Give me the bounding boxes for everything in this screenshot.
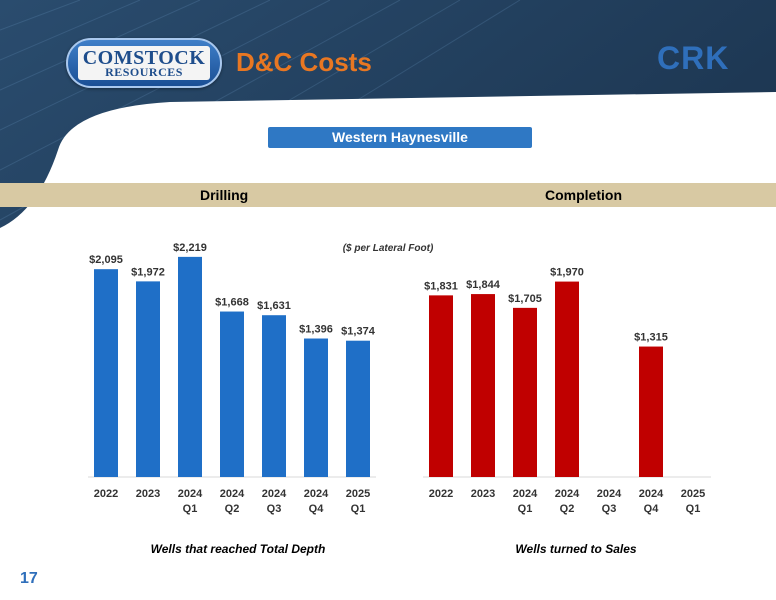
completion-tick-label: Q1: [518, 503, 533, 515]
completion-data-label: $1,831: [424, 280, 458, 292]
drilling-bar: [262, 315, 286, 477]
completion-axis-title: Wells turned to Sales: [515, 542, 636, 556]
completion-tick-label: 2024: [639, 488, 664, 500]
drilling-data-label: $2,095: [89, 254, 123, 266]
completion-tick-label: 2024: [513, 488, 538, 500]
logo-text-top: COMSTOCK: [82, 47, 206, 69]
drilling-data-label: $1,631: [257, 300, 291, 312]
completion-data-label: $1,315: [634, 332, 668, 344]
drilling-tick-label: 2025: [346, 488, 370, 500]
drilling-tick-label: Q1: [183, 503, 198, 515]
units-annotation: ($ per Lateral Foot): [343, 243, 434, 254]
region-banner: Western Haynesville: [268, 127, 532, 148]
drilling-bar: [346, 340, 370, 477]
page-number: 17: [20, 570, 38, 587]
completion-tick-label: 2024: [555, 488, 580, 500]
completion-bar: [429, 295, 453, 477]
completion-data-label: $1,970: [550, 267, 584, 279]
drilling-data-label: $1,396: [299, 324, 333, 336]
completion-tick-label: 2025: [681, 488, 705, 500]
drilling-bar: [136, 281, 160, 477]
completion-bar: [513, 307, 537, 477]
drilling-tick-label: 2024: [220, 488, 245, 500]
completion-tick-label: Q4: [644, 503, 660, 515]
section-header-bar: Drilling Completion: [0, 183, 776, 207]
drilling-axis-title: Wells that reached Total Depth: [151, 542, 326, 556]
completion-tick-label: 2022: [429, 488, 453, 500]
drilling-tick-label: Q1: [351, 503, 366, 515]
slide-title: D&C Costs: [236, 47, 372, 77]
ticker-logo: CRK: [657, 40, 730, 76]
logo-text-bottom: RESOURCES: [105, 65, 183, 79]
completion-data-label: $1,705: [508, 293, 542, 305]
drilling-tick-label: 2024: [304, 488, 329, 500]
drilling-bar: [220, 311, 244, 477]
completion-bar: [555, 281, 579, 477]
drilling-bar: [94, 269, 118, 477]
drilling-bar: [304, 338, 328, 477]
company-logo: COMSTOCK RESOURCES: [66, 38, 222, 88]
completion-tick-label: Q1: [686, 503, 701, 515]
completion-tick-label: Q3: [602, 503, 617, 515]
drilling-tick-label: Q3: [267, 503, 282, 515]
completion-bar: [639, 346, 663, 477]
completion-section-label: Completion: [545, 187, 622, 203]
completion-tick-label: Q2: [560, 503, 575, 515]
completion-data-label: $1,844: [466, 279, 501, 291]
drilling-tick-label: 2023: [136, 488, 160, 500]
drilling-data-label: $1,668: [215, 297, 249, 309]
drilling-tick-label: Q4: [309, 503, 325, 515]
drilling-tick-label: Q2: [225, 503, 240, 515]
drilling-bar: [178, 256, 202, 477]
drilling-tick-label: 2024: [262, 488, 287, 500]
drilling-data-label: $1,972: [131, 266, 165, 278]
drilling-tick-label: 2022: [94, 488, 118, 500]
completion-tick-label: 2023: [471, 488, 495, 500]
drilling-section-label: Drilling: [200, 187, 249, 203]
completion-tick-label: 2024: [597, 488, 622, 500]
drilling-data-label: $2,219: [173, 242, 207, 254]
drilling-tick-label: 2024: [178, 488, 203, 500]
drilling-data-label: $1,374: [341, 326, 376, 338]
completion-bar: [471, 294, 495, 477]
